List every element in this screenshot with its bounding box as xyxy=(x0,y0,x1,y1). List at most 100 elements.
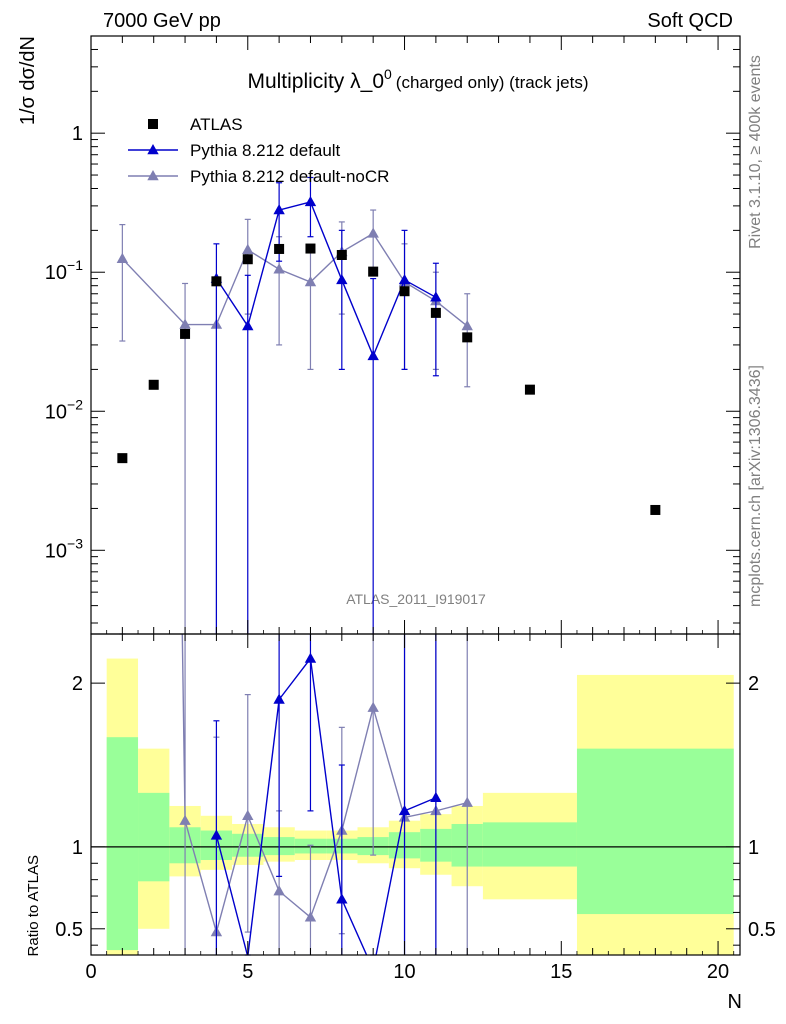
main-point-atlas xyxy=(650,504,661,515)
main-point-atlas xyxy=(180,328,191,339)
main-point-atlas xyxy=(368,266,379,277)
x-tick-label: 10 xyxy=(393,961,415,983)
main-point-pythia_nocr xyxy=(304,276,317,287)
ratio-point-pythia_default xyxy=(398,804,411,816)
panel-frames xyxy=(90,35,741,956)
ratio-point-pythia_default xyxy=(210,829,223,840)
main-ytick-base: 10 xyxy=(45,540,67,562)
x-tick-label: 20 xyxy=(707,961,729,983)
band-inner-1 xyxy=(138,792,170,882)
main-panel-series xyxy=(116,176,661,634)
main-ytick-label: 10−2 xyxy=(45,396,83,423)
main-ytick-base: 10 xyxy=(45,262,67,284)
main-point-atlas xyxy=(462,332,473,343)
main-point-atlas xyxy=(148,379,159,390)
ratio-point-pythia_default xyxy=(273,693,285,704)
ratio-frame xyxy=(90,633,741,956)
legend-marker-atlas xyxy=(148,119,158,129)
ratio-point-pythia_default xyxy=(304,652,317,663)
main-ytick-exp: −2 xyxy=(67,396,83,412)
chart-title-suffix: (charged only) (track jets) xyxy=(396,73,589,92)
main-ytick-base: 1 xyxy=(72,123,83,145)
main-point-atlas xyxy=(305,243,316,254)
band-inner-13 xyxy=(576,748,734,915)
main-point-pythia_default xyxy=(430,291,442,302)
rivet-label: Rivet 3.1.10, ≥ 400k events xyxy=(747,55,764,249)
main-series-atlas xyxy=(117,243,661,515)
chart-title: Multiplicity λ_00 (charged only) (track j… xyxy=(247,66,588,93)
main-point-atlas xyxy=(336,249,347,260)
x-tick-label: 15 xyxy=(550,961,572,983)
main-ytick-label: 10−1 xyxy=(45,257,83,284)
main-point-atlas xyxy=(242,254,253,265)
main-point-pythia_nocr xyxy=(367,227,379,238)
main-ytick-exp: −1 xyxy=(67,257,83,273)
legend-marker-pythia_default xyxy=(147,144,159,155)
legend-label-pythia_default: Pythia 8.212 default xyxy=(190,141,341,160)
main-point-pythia_nocr xyxy=(179,318,191,329)
main-line-pythia_default xyxy=(215,201,437,358)
ratio-uncertainty-bands xyxy=(106,658,734,955)
x-axis-label: N xyxy=(728,991,742,1013)
legend-label-atlas: ATLAS xyxy=(190,115,243,134)
main-point-atlas xyxy=(274,243,285,254)
ratio-point-pythia_nocr xyxy=(242,809,254,820)
ratio-point-pythia_nocr xyxy=(273,885,285,896)
main-point-pythia_default xyxy=(367,349,379,361)
main-point-pythia_nocr xyxy=(242,243,254,254)
ratio-line-pythia_default xyxy=(215,656,437,955)
band-inner-12 xyxy=(482,822,577,867)
ratio-series-pythia_default xyxy=(210,634,442,956)
ratio-line-pythia_nocr xyxy=(181,634,468,935)
main-point-atlas xyxy=(430,307,441,318)
legend: ATLAS Pythia 8.212 default Pythia 8.212 de… xyxy=(128,115,389,186)
ratio-point-pythia_nocr xyxy=(461,796,473,807)
main-point-atlas xyxy=(211,276,222,287)
main-point-pythia_nocr xyxy=(116,252,129,263)
ratio-ytick-label-left: 2 xyxy=(72,673,83,695)
ratio-ylabel: Ratio to ATLAS xyxy=(25,855,42,956)
chart-title-sup: 0 xyxy=(384,66,392,82)
main-point-pythia_default xyxy=(336,273,348,285)
main-ytick-label: 10−3 xyxy=(45,535,83,562)
ratio-ytick-label-right: 1 xyxy=(748,837,759,859)
main-series-pythia_nocr xyxy=(116,209,473,634)
main-point-pythia_default xyxy=(304,195,317,207)
ratio-ytick-label-right: 0.5 xyxy=(748,919,776,941)
main-ytick-exp: −3 xyxy=(67,535,83,551)
process-label: Soft QCD xyxy=(647,10,733,32)
chart-title-main: Multiplicity λ_0 xyxy=(247,70,384,93)
source-label: mcplots.cern.ch [arXiv:1306.3436] xyxy=(747,365,764,607)
main-point-atlas xyxy=(399,286,410,297)
ratio-ytick-label-left: 1 xyxy=(72,837,83,859)
main-point-pythia_default xyxy=(398,273,411,285)
main-ylabel: 1/σ dσ/dN xyxy=(17,36,39,125)
main-point-pythia_nocr xyxy=(461,320,473,331)
analysis-label: ATLAS_2011_I919017 xyxy=(346,591,486,607)
x-tick-label: 5 xyxy=(242,961,253,983)
ratio-point-pythia_default xyxy=(336,893,348,904)
ratio-point-pythia_nocr xyxy=(304,911,317,922)
ratio-ytick-label-left: 0.5 xyxy=(55,919,83,941)
ratio-point-pythia_nocr xyxy=(179,814,191,825)
band-inner-0 xyxy=(106,737,139,951)
main-point-pythia_nocr xyxy=(273,263,285,274)
main-line-pythia_nocr xyxy=(121,232,468,327)
ratio-point-pythia_default xyxy=(430,791,442,802)
axis-ticks: 10−310−210−110 5 10 15 200.5 0.51 12 2 xyxy=(45,35,776,983)
legend-marker-pythia_nocr xyxy=(147,170,159,181)
main-ytick-base: 10 xyxy=(45,401,67,423)
main-point-pythia_default xyxy=(242,320,254,331)
main-ytick-label: 1 xyxy=(72,123,83,145)
energy-label: 7000 GeV pp xyxy=(103,10,221,32)
main-point-pythia_default xyxy=(273,204,285,215)
main-point-atlas xyxy=(117,453,128,464)
legend-label-pythia_nocr: Pythia 8.212 default-noCR xyxy=(190,167,389,186)
x-tick-label: 0 xyxy=(85,961,96,983)
ratio-panel-series xyxy=(119,633,473,956)
main-series-pythia_default xyxy=(210,176,442,634)
ratio-point-pythia_nocr xyxy=(367,701,379,712)
main-point-atlas xyxy=(524,384,535,395)
ratio-ytick-label-right: 2 xyxy=(748,673,759,695)
